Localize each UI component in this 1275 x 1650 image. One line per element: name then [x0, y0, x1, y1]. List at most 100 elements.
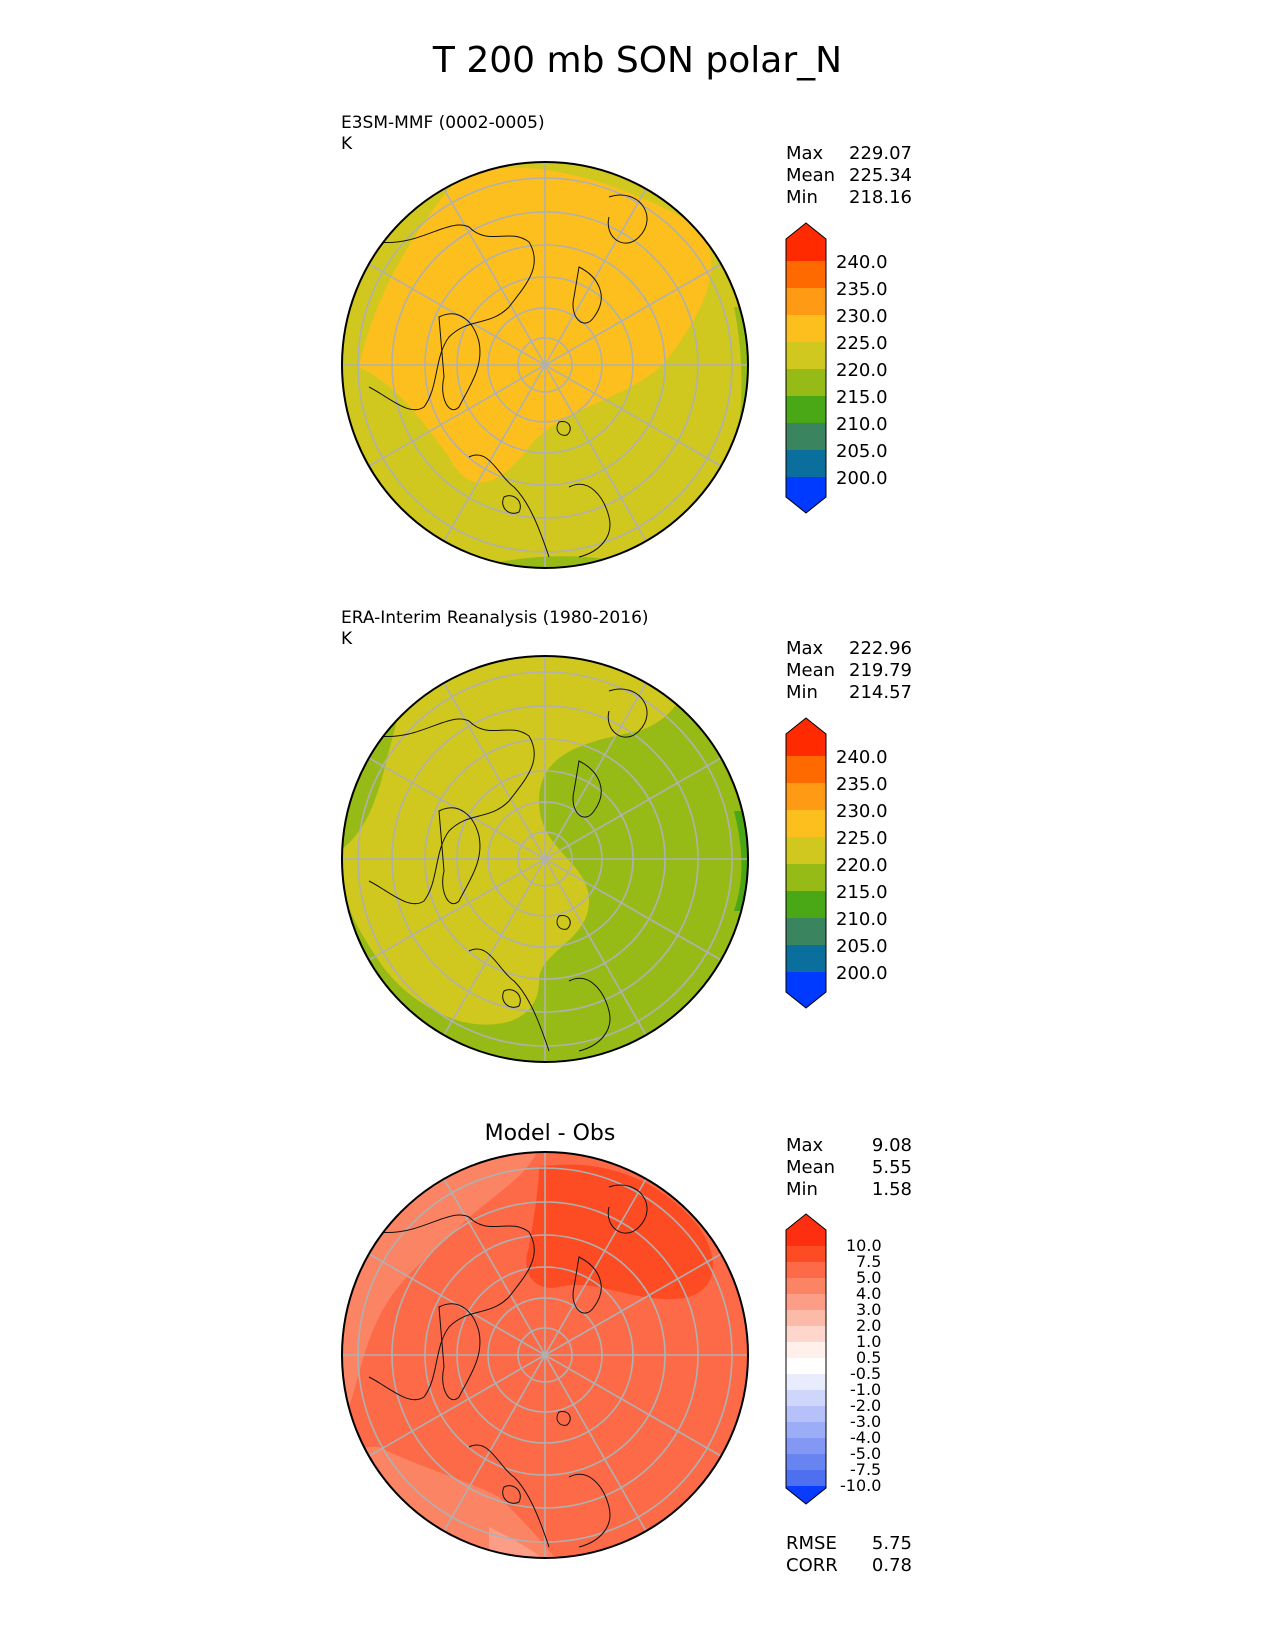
colorbar-segment — [786, 1406, 826, 1422]
colorbar-segment — [786, 1374, 826, 1390]
colorbar-segment — [786, 1262, 826, 1278]
panel1-dataset-name: E3SM-MMF (0002-0005) — [341, 113, 545, 133]
panel2-polar-map — [341, 655, 749, 1063]
colorbar-tick-label: -3.0 — [850, 1412, 882, 1431]
colorbar-segment — [786, 261, 826, 288]
colorbar-tick-label: -0.5 — [850, 1364, 882, 1383]
colorbar-tick-label: 2.0 — [856, 1316, 882, 1335]
colorbar-tick-label: -4.0 — [850, 1428, 882, 1447]
stat-value: 5.55 — [871, 1157, 912, 1178]
panel1-colorbar — [785, 222, 827, 514]
metric-value: 5.75 — [871, 1533, 912, 1554]
colorbar-segment — [786, 756, 826, 783]
stat-name: Max — [786, 1135, 824, 1156]
colorbar-segment — [786, 1214, 826, 1246]
cold-edge-fill — [734, 811, 748, 911]
coastlines — [368, 688, 648, 1052]
colorbar-tick-label: 4.0 — [856, 1284, 882, 1303]
colorbar-segment — [786, 288, 826, 315]
colorbar-segment — [786, 1438, 826, 1454]
stat-value: 222.96 — [849, 638, 912, 659]
graticule — [342, 162, 748, 568]
stat-name: Mean — [786, 1157, 836, 1178]
colorbar-tick-label: 235.0 — [836, 279, 888, 300]
graticule — [342, 656, 748, 1062]
colorbar-tick-label: 205.0 — [836, 936, 888, 957]
stat-value: 218.16 — [849, 187, 912, 208]
stat-value: 219.79 — [849, 660, 912, 681]
colorbar-segment — [786, 477, 826, 513]
stat-value: 1.58 — [871, 1179, 912, 1200]
colorbar-tick-label: 230.0 — [836, 801, 888, 822]
colorbar-tick-label: 210.0 — [836, 909, 888, 930]
colorbar-tick-label: 215.0 — [836, 882, 888, 903]
stat-name: Mean — [786, 165, 836, 186]
colorbar-segment — [786, 396, 826, 423]
colorbar-segment — [786, 1246, 826, 1262]
colorbar-segment — [786, 972, 826, 1008]
diff-panel-title: Model - Obs — [484, 1121, 616, 1146]
map-boundary — [341, 161, 749, 569]
map-boundary — [341, 655, 749, 1063]
colorbar-tick-label: 0.5 — [856, 1348, 882, 1367]
panel2-dataset-name: ERA-Interim Reanalysis (1980-2016) — [341, 608, 649, 628]
colorbar-tick-label: 10.0 — [846, 1236, 882, 1255]
graticule — [342, 1152, 748, 1558]
colorbar-tick-label: 7.5 — [856, 1252, 882, 1271]
colorbar-segment — [786, 783, 826, 810]
colorbar-segment — [786, 1390, 826, 1406]
panel1-polar-map — [341, 161, 749, 569]
colorbar-segments — [786, 718, 826, 1008]
colorbar-segment — [786, 1422, 826, 1438]
colorbar-tick-label: 235.0 — [836, 774, 888, 795]
panel3-polar-map — [341, 1151, 749, 1559]
colorbar-segment — [786, 810, 826, 837]
colorbar-tick-label: -5.0 — [850, 1444, 882, 1463]
colorbar-tick-label: 220.0 — [836, 360, 888, 381]
stat-name: Min — [786, 1179, 818, 1200]
colorbar-tick-label: 3.0 — [856, 1300, 882, 1319]
panel3-colorbar — [785, 1213, 827, 1505]
colorbar-tick-label: -2.0 — [850, 1396, 882, 1415]
colorbar-segment — [786, 1326, 826, 1342]
panel2-units: K — [341, 629, 353, 649]
colorbar-tick-label: 240.0 — [836, 252, 888, 273]
colorbar-tick-label: 225.0 — [836, 828, 888, 849]
colorbar-segment — [786, 718, 826, 756]
colorbar-tick-label: -10.0 — [840, 1476, 882, 1495]
colorbar-segment — [786, 1470, 826, 1486]
colorbar-segment — [786, 945, 826, 972]
colorbar-segment — [786, 223, 826, 261]
metric-name: CORR — [786, 1555, 838, 1576]
colorbar-outline — [785, 717, 827, 1009]
colorbar-tick-label: -7.5 — [850, 1460, 882, 1479]
colorbar-tick-label: 205.0 — [836, 441, 888, 462]
metric-value: 0.78 — [871, 1555, 912, 1576]
stat-value: 225.34 — [849, 165, 912, 186]
colorbar-tick-label: 5.0 — [856, 1268, 882, 1287]
metric-name: RMSE — [786, 1533, 837, 1554]
colorbar-segment — [786, 1310, 826, 1326]
colorbar-tick-label: 225.0 — [836, 333, 888, 354]
stat-name: Min — [786, 682, 818, 703]
colorbar-segment — [786, 423, 826, 450]
colorbar-tick-label: 1.0 — [856, 1332, 882, 1351]
colorbar-segment — [786, 342, 826, 369]
colorbar-tick-label: 200.0 — [836, 468, 888, 489]
colorbar-tick-label: 215.0 — [836, 387, 888, 408]
colorbar-tick-label: 200.0 — [836, 963, 888, 984]
colorbar-segment — [786, 369, 826, 396]
colorbar-tick-label: 220.0 — [836, 855, 888, 876]
colorbar-segment — [786, 1486, 826, 1504]
stat-name: Min — [786, 187, 818, 208]
colorbar-segment — [786, 1358, 826, 1374]
moderate-region-fill — [342, 656, 686, 1025]
colorbar-segment — [786, 450, 826, 477]
stat-name: Max — [786, 638, 824, 659]
stat-value: 9.08 — [871, 1135, 912, 1156]
colorbar-tick-label: 240.0 — [836, 747, 888, 768]
colorbar-outline — [785, 1213, 827, 1505]
colorbar-tick-label: 230.0 — [836, 306, 888, 327]
colorbar-segment — [786, 837, 826, 864]
stat-name: Max — [786, 143, 824, 164]
